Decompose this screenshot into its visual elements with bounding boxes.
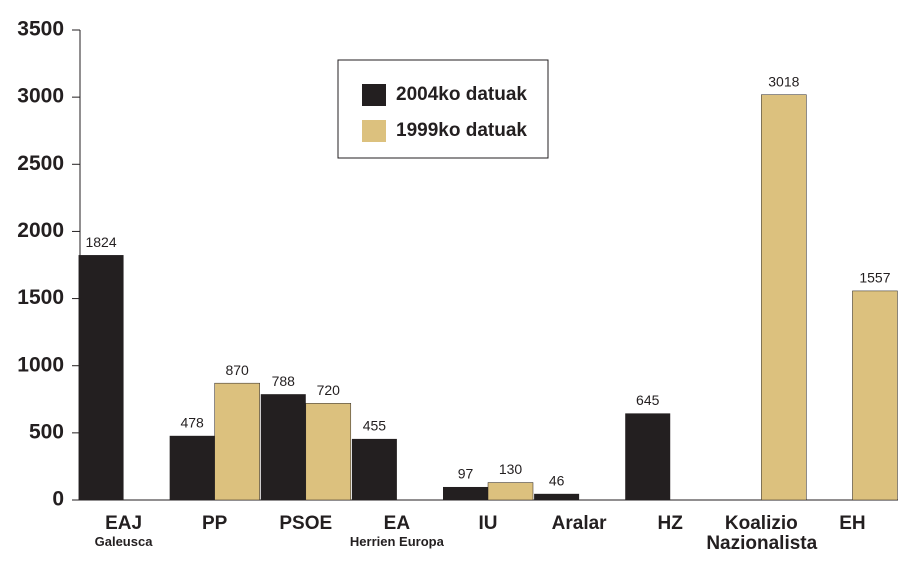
y-tick-label: 3500 — [17, 18, 64, 41]
bar — [487, 482, 534, 501]
x-tick-label-group: Koalizio Nazionalista — [706, 513, 818, 554]
value-label: 870 — [225, 362, 249, 378]
y-tick-label: 2000 — [17, 219, 64, 242]
value-label: 1557 — [859, 270, 890, 286]
x-tick-label-group: EH — [797, 514, 898, 534]
value-label: 645 — [636, 392, 660, 408]
value-label: 720 — [317, 382, 341, 398]
x-tick-label-group: EA Herrien Europa — [342, 514, 452, 550]
bar — [852, 290, 898, 501]
bar — [351, 438, 397, 500]
x-tick-label: IU — [478, 513, 498, 534]
bar — [761, 94, 807, 501]
bar — [78, 255, 124, 500]
bar — [214, 382, 260, 501]
y-tick-label: 0 — [52, 488, 64, 511]
y-tick-label: 1500 — [17, 286, 64, 309]
value-label: 97 — [458, 466, 474, 482]
x-tick-label: HZ — [657, 513, 683, 534]
bar — [625, 413, 671, 500]
value-label: 130 — [499, 461, 523, 477]
x-tick-label-group: HZ — [615, 514, 725, 534]
value-label: 788 — [272, 373, 296, 389]
x-tick-label-group: PP — [160, 514, 270, 534]
bar — [260, 394, 306, 500]
legend-swatch — [362, 120, 386, 142]
bar — [443, 486, 488, 500]
x-tick-label: EA — [383, 513, 411, 534]
x-tick-label: Koalizio Nazionalista — [706, 513, 818, 554]
value-label: 1824 — [85, 234, 116, 250]
value-label: 46 — [549, 473, 565, 489]
x-tick-label: PP — [201, 513, 228, 534]
y-tick-label: 2500 — [17, 152, 64, 175]
y-tick-label: 3000 — [17, 85, 64, 108]
x-tick-label-group: EAJ Galeusca — [69, 514, 179, 550]
x-tick-label-group: IU — [433, 514, 543, 534]
x-tick-label-group: PSOE — [251, 514, 361, 534]
value-label: 455 — [363, 418, 387, 434]
legend-label: 2004ko datuak — [396, 84, 527, 105]
bar — [534, 493, 580, 500]
y-tick-label: 1000 — [17, 353, 64, 376]
legend-swatch — [362, 84, 386, 106]
value-label: 478 — [180, 415, 204, 431]
x-tick-sublabel: Herrien Europa — [349, 534, 444, 549]
bar — [169, 435, 215, 500]
x-tick-label: Aralar — [551, 513, 607, 534]
bar — [305, 403, 352, 501]
legend-box — [337, 59, 549, 159]
x-tick-label-group: Aralar — [524, 514, 634, 534]
x-tick-sublabel: Galeusca — [94, 534, 153, 549]
legend-label: 1999ko datuak — [396, 120, 527, 141]
y-tick-label: 500 — [29, 420, 64, 443]
value-label: 3018 — [768, 73, 799, 89]
x-tick-label: PSOE — [279, 513, 333, 534]
x-tick-label: EH — [839, 513, 866, 534]
x-tick-label: EAJ — [105, 513, 143, 534]
